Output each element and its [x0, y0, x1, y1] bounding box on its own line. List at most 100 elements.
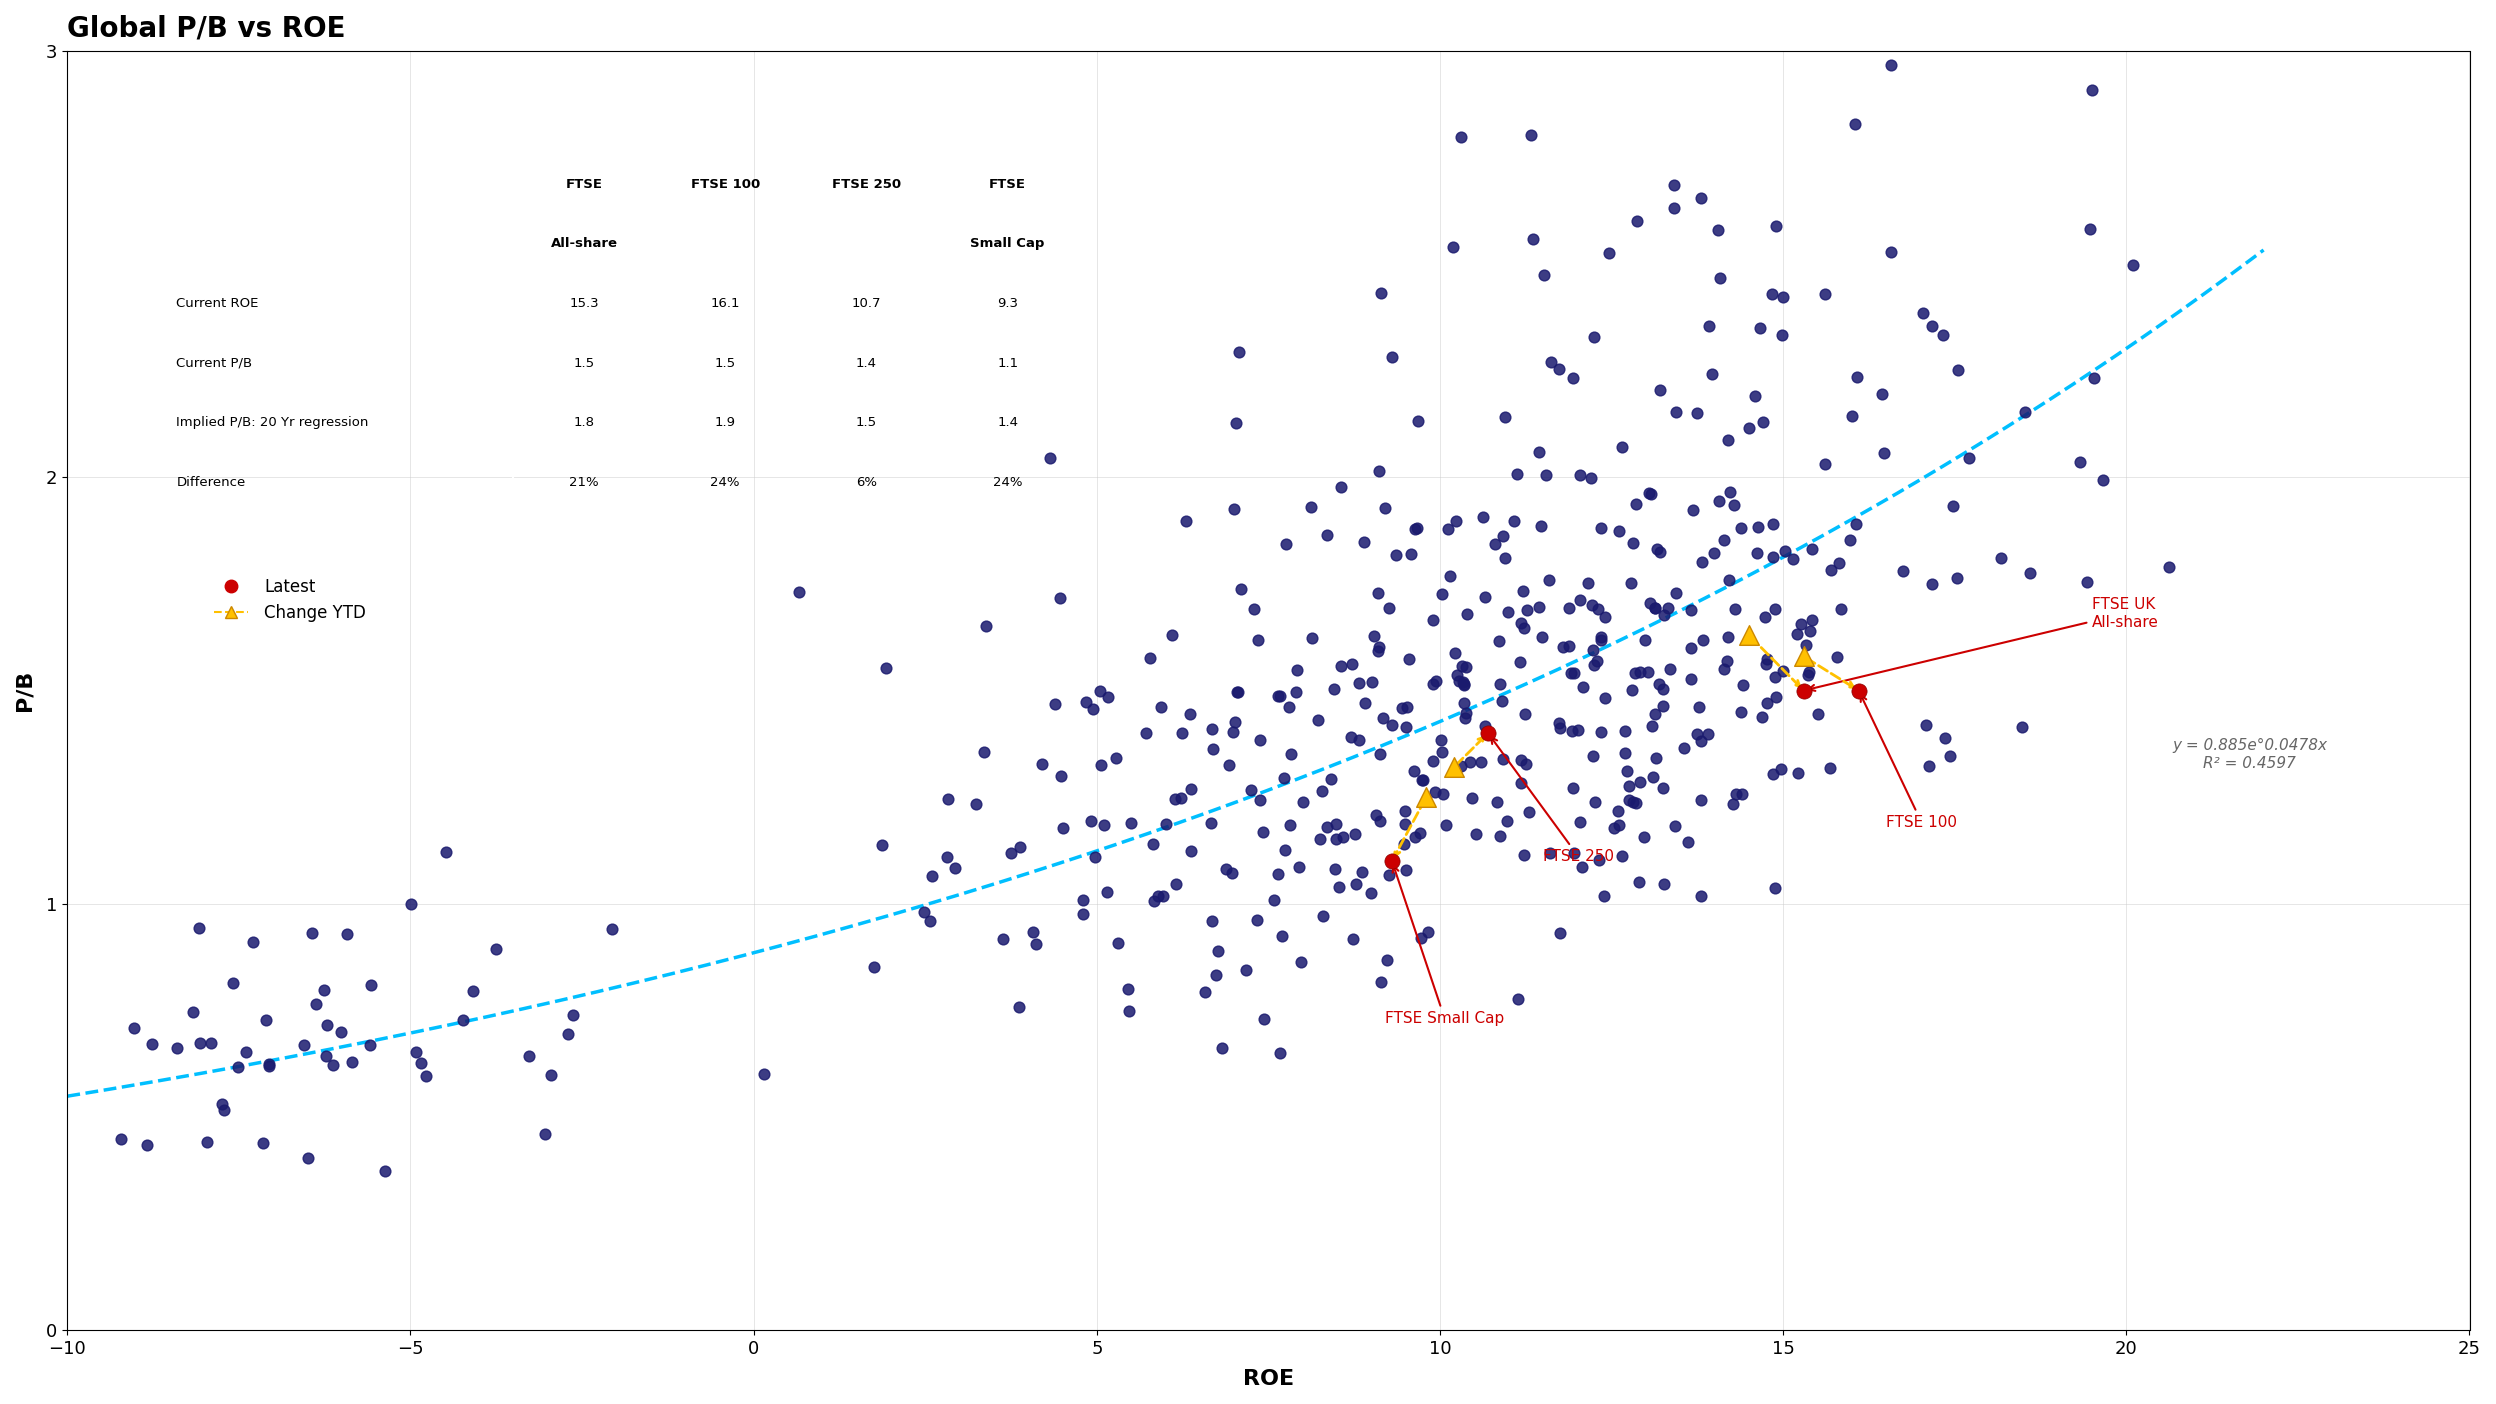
Point	[392, 893, 432, 915]
Point	[1413, 673, 1453, 695]
Point	[1525, 463, 1565, 486]
Point	[1615, 493, 1655, 515]
Point	[1400, 927, 1440, 949]
Point	[1513, 227, 1553, 250]
Point	[1226, 959, 1265, 981]
Point	[1428, 814, 1468, 837]
Point	[1258, 863, 1298, 886]
Point	[1695, 542, 1735, 564]
Point	[1071, 810, 1111, 833]
Point	[861, 834, 901, 856]
Point	[1465, 585, 1505, 608]
Point	[1243, 1008, 1283, 1031]
Point	[1762, 660, 1802, 682]
Point	[854, 956, 894, 979]
Point	[1585, 885, 1625, 907]
Point	[1635, 597, 1675, 619]
Point	[427, 841, 467, 863]
Point	[1765, 539, 1805, 562]
Point	[1238, 908, 1278, 931]
Point	[190, 1032, 230, 1054]
Point	[1241, 729, 1280, 751]
Point	[1203, 1038, 1243, 1060]
Point	[509, 1045, 549, 1067]
Point	[1360, 972, 1400, 994]
Point	[1530, 569, 1570, 591]
Point	[1710, 569, 1750, 591]
Point	[1600, 519, 1640, 542]
Point	[1435, 510, 1475, 532]
Point	[1567, 571, 1607, 594]
Point	[1498, 463, 1538, 486]
Point	[1580, 849, 1620, 872]
Point	[1111, 812, 1151, 834]
Point	[1260, 1042, 1300, 1064]
Point	[1385, 813, 1425, 835]
Point	[1560, 810, 1600, 833]
Point	[1642, 678, 1682, 701]
Point	[1927, 1, 1967, 24]
Point	[1488, 601, 1528, 623]
Point	[866, 657, 906, 680]
Text: 1.5: 1.5	[714, 357, 736, 369]
Point	[187, 1130, 227, 1153]
Point	[1433, 236, 1473, 258]
Point	[2084, 469, 2124, 491]
Point	[1146, 813, 1186, 835]
Text: FTSE: FTSE	[988, 178, 1026, 191]
Point	[1627, 661, 1667, 684]
Point	[1740, 317, 1780, 340]
Point	[1872, 53, 1912, 76]
Point	[307, 1014, 347, 1036]
Point	[1610, 571, 1650, 594]
Point	[232, 931, 272, 953]
Point	[929, 788, 968, 810]
Point	[1013, 920, 1053, 942]
Point	[292, 921, 332, 943]
Point	[1755, 598, 1795, 621]
Point	[1790, 660, 1830, 682]
Point	[1612, 532, 1652, 555]
Point	[1263, 767, 1303, 789]
Point	[1742, 410, 1782, 432]
Point	[349, 1033, 389, 1056]
Point	[1350, 882, 1390, 904]
Point	[1333, 928, 1373, 951]
Point	[524, 1123, 564, 1146]
Point	[1243, 821, 1283, 844]
Point	[904, 901, 943, 924]
Point	[1440, 126, 1480, 149]
Text: 24%: 24%	[711, 476, 739, 489]
Text: 24%: 24%	[993, 476, 1023, 489]
Point	[1338, 671, 1378, 694]
Point	[1607, 760, 1647, 782]
Point	[1508, 802, 1548, 824]
Text: 1.5: 1.5	[856, 417, 876, 430]
Point	[1645, 873, 1685, 896]
Point	[2114, 254, 2154, 277]
Point	[1922, 324, 1962, 347]
Point	[1465, 715, 1505, 737]
Point	[1550, 635, 1590, 657]
Point	[1408, 921, 1448, 943]
Point	[983, 928, 1023, 951]
Point	[1530, 351, 1570, 373]
Point	[1762, 758, 1802, 781]
Point	[1133, 833, 1173, 855]
Text: FTSE 100: FTSE 100	[691, 178, 759, 191]
Point	[1612, 680, 1652, 702]
Point	[1428, 518, 1468, 541]
Point	[1610, 775, 1650, 797]
Point	[1330, 726, 1370, 748]
Point	[1255, 889, 1295, 911]
Point	[115, 1016, 155, 1039]
Point	[1747, 653, 1787, 675]
Point	[1712, 793, 1752, 816]
Point	[1216, 411, 1255, 434]
Point	[1126, 722, 1166, 744]
Point	[911, 865, 951, 887]
Point	[1929, 746, 1969, 768]
Point	[1577, 650, 1617, 673]
Point	[242, 1132, 282, 1154]
Point	[452, 980, 492, 1002]
